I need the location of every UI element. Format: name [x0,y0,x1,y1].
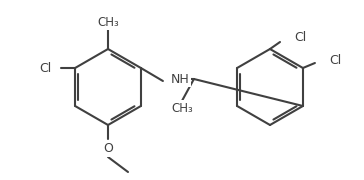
Text: CH₃: CH₃ [97,15,119,28]
Text: CH₃: CH₃ [171,102,193,114]
Text: NH: NH [171,73,190,86]
Text: Cl: Cl [329,53,341,66]
Text: Cl: Cl [294,30,306,44]
Text: O: O [103,143,113,156]
Text: Cl: Cl [39,62,51,75]
